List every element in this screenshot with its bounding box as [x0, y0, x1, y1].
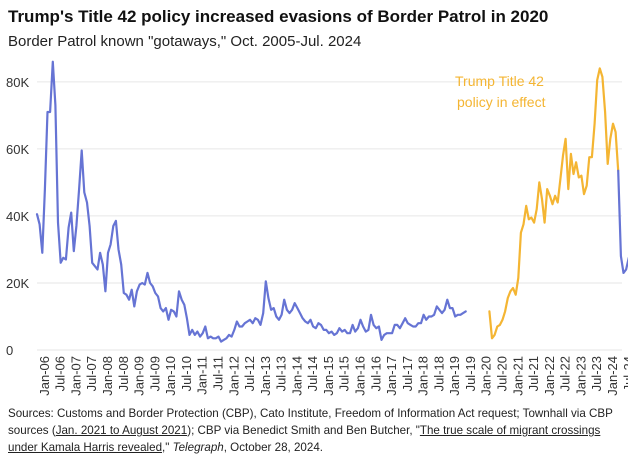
x-tick-label: Jan-20 — [479, 356, 494, 396]
sources-note: Sources: Customs and Border Protection (… — [8, 405, 623, 456]
x-tick-label: Jul-18 — [431, 356, 446, 391]
x-tick-label: Jul-13 — [274, 356, 289, 391]
x-tick-label: Jul-24 — [621, 356, 628, 391]
y-tick-label: 80K — [6, 75, 29, 90]
x-axis-ticks: Jan-06 Jul-06 Jan-07 Jul-07 Jan-08 Jul-08 Jan-… — [37, 356, 628, 396]
x-tick-label: Jul-12 — [242, 356, 257, 391]
x-tick-label: Jan-15 — [321, 356, 336, 396]
x-tick-label: Jul-23 — [589, 356, 604, 391]
x-tick-label: Jan-07 — [68, 356, 83, 396]
source-link-telegraph-article[interactable]: The true scale of migrant crossings unde… — [8, 424, 601, 454]
series-line — [617, 169, 628, 274]
x-tick-label: Jul-17 — [400, 356, 415, 391]
sources-tail: , October 28, 2024. — [223, 441, 323, 454]
x-tick-label: Jan-06 — [37, 356, 52, 396]
x-tick-label: Jul-07 — [84, 356, 99, 391]
gridlines — [37, 81, 622, 351]
series-line — [35, 60, 467, 343]
x-tick-label: Jul-21 — [526, 356, 541, 391]
x-tick-label: Jul-06 — [53, 356, 68, 391]
x-tick-label: Jan-23 — [573, 356, 588, 396]
sources-lead: Sources: Customs and Border Protection (… — [8, 407, 613, 437]
sources-publication: Telegraph — [172, 441, 224, 454]
x-tick-label: Jul-22 — [558, 356, 573, 391]
y-tick-label: 40K — [6, 209, 29, 224]
x-tick-label: Jan-22 — [542, 356, 557, 396]
chart-subtitle: Border Patrol known "gotaways," Oct. 200… — [8, 33, 362, 50]
x-tick-label: Jul-10 — [179, 356, 194, 391]
x-tick-label: Jan-21 — [510, 356, 525, 396]
x-tick-label: Jul-08 — [116, 356, 131, 391]
x-tick-label: Jan-18 — [416, 356, 431, 396]
x-tick-label: Jan-17 — [384, 356, 399, 396]
x-tick-label: Jul-09 — [147, 356, 162, 391]
x-tick-label: Jan-08 — [100, 356, 115, 396]
y-tick-label: 60K — [6, 142, 29, 157]
sources-after-link: ," — [162, 441, 173, 454]
y-tick-label: 20K — [6, 276, 29, 291]
x-tick-label: Jan-16 — [352, 356, 367, 396]
series-lines — [35, 60, 628, 343]
chart-title: Trump's Title 42 policy increased evasio… — [8, 7, 549, 26]
x-tick-label: Jan-14 — [289, 356, 304, 396]
source-link-townhall[interactable]: Jan. 2021 to August 2021 — [55, 424, 188, 437]
x-tick-label: Jan-09 — [132, 356, 147, 396]
x-tick-label: Jan-12 — [226, 356, 241, 396]
series-line — [488, 67, 620, 340]
x-tick-label: Jan-10 — [163, 356, 178, 396]
x-tick-label: Jan-19 — [447, 356, 462, 396]
x-tick-label: Jul-14 — [305, 356, 320, 391]
x-tick-label: Jul-11 — [210, 356, 225, 390]
x-tick-label: Jul-20 — [495, 356, 510, 391]
y-axis-ticks: 0 20K 40K 60K 80K — [6, 75, 29, 358]
sources-mid: ); CBP via Benedict Smith and Ben Butche… — [187, 424, 420, 437]
x-tick-label: Jul-16 — [368, 356, 383, 391]
x-tick-label: Jan-11 — [195, 356, 210, 395]
y-tick-label: 0 — [6, 343, 13, 358]
annotation-line-1: Trump Title 42 — [455, 73, 544, 89]
x-tick-label: Jul-19 — [463, 356, 478, 391]
x-tick-label: Jul-15 — [337, 356, 352, 391]
x-tick-label: Jan-24 — [605, 356, 620, 396]
x-tick-label: Jan-13 — [258, 356, 273, 396]
annotation-line-2: policy in effect — [457, 94, 546, 110]
